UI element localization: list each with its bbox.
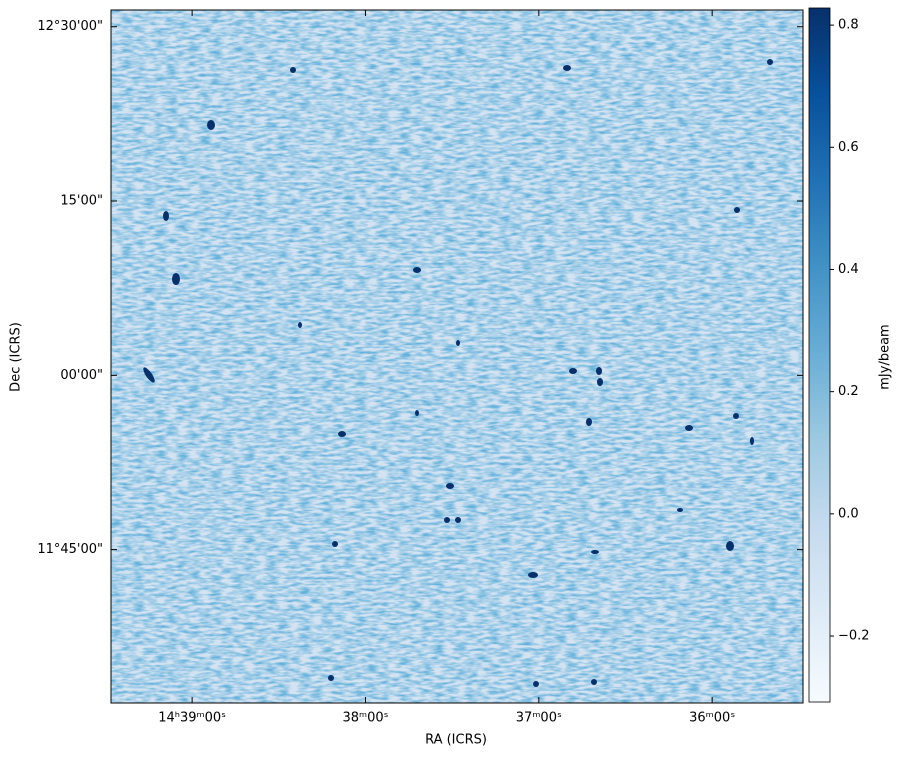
colorbar-tick-label: 0.2 xyxy=(838,384,859,399)
colorbar-tick-label: 0.8 xyxy=(838,18,859,33)
y-tick-label: 00'00" xyxy=(60,368,103,383)
x-tick-label: 14ʰ39ᵐ00ˢ xyxy=(158,711,226,726)
sky-image xyxy=(111,10,803,703)
y-tick-label: 15'00" xyxy=(60,194,103,209)
colorbar-tick-label: 0.0 xyxy=(838,506,859,521)
y-tick-label: 12°30'00" xyxy=(37,19,103,34)
colorbar-tick-label: 0.6 xyxy=(838,140,859,155)
x-tick-label: 37ᵐ00ˢ xyxy=(516,711,562,726)
y-axis-label: Dec (ICRS) xyxy=(9,322,24,392)
x-tick-label: 36ᵐ00ˢ xyxy=(689,711,735,726)
y-tick-label: 11°45'00" xyxy=(37,542,103,557)
colorbar xyxy=(808,7,831,703)
colorbar-label: mJy/beam xyxy=(878,324,893,389)
colorbar-tick-label: 0.4 xyxy=(838,262,859,277)
plot-frame xyxy=(110,9,804,704)
x-tick-label: 38ᵐ00ˢ xyxy=(342,711,388,726)
colorbar-tick-label: −0.2 xyxy=(838,629,870,644)
x-axis-label: RA (ICRS) xyxy=(425,733,487,748)
